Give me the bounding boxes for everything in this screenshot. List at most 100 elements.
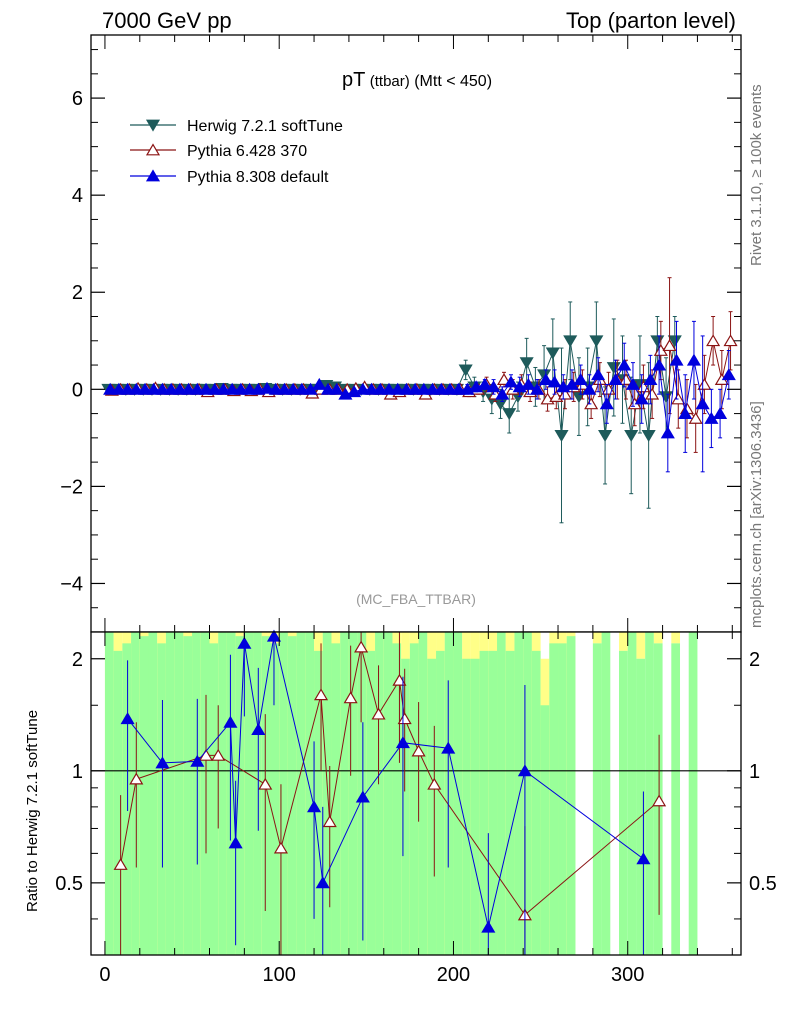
header-right-label: Top (parton level)	[566, 8, 736, 33]
y-tick-label: 0	[72, 379, 83, 401]
uncertainty-band-green	[497, 632, 506, 955]
data-point-pythia8	[503, 375, 519, 388]
uncertainty-band-yellow	[636, 632, 646, 659]
uncertainty-band-green	[209, 643, 219, 955]
data-point-pythia8	[233, 382, 248, 395]
uncertainty-band-green	[322, 632, 332, 955]
data-point-pythia8	[686, 353, 701, 366]
data-point-pythia8	[617, 358, 632, 371]
data-point-pythia8	[355, 382, 370, 395]
series-pythia8	[103, 320, 736, 473]
ratio-point-pythia6	[313, 688, 329, 701]
legend-label-herwig: Herwig 7.2.1 softTune	[187, 118, 343, 135]
data-point-pythia8	[129, 382, 144, 395]
ratio-panel-axes: 0.5 0.5 1 1 2 2 0 100 200 300	[55, 631, 777, 986]
uncertainty-band-green	[531, 650, 541, 955]
data-point-pythia8	[225, 382, 240, 395]
main-panel-axes: −4 −2 0 2 4 6	[60, 34, 742, 633]
ratio-point-pythia8	[266, 629, 282, 642]
data-point-pythia8	[181, 382, 196, 395]
data-point-pythia8	[451, 382, 466, 395]
ratio-point-pythia6	[113, 857, 128, 870]
ratio-point-pythia8	[155, 756, 170, 769]
uncertainty-band-green	[488, 650, 498, 955]
data-point-pythia8	[137, 382, 153, 395]
data-point-pythia8	[399, 382, 414, 395]
ratio-point-pythia8	[223, 715, 238, 728]
ratio-y-tick-label: 0.5	[55, 873, 83, 895]
uncertainty-band-green	[296, 632, 306, 955]
uncertainty-band-green	[192, 632, 201, 955]
ratio-point-pythia8	[315, 876, 330, 889]
data-point-herwig	[641, 430, 656, 443]
ratio-y-tick-label: 1	[72, 761, 83, 783]
ratio-point-pythia8	[395, 736, 410, 749]
uncertainty-band-green	[601, 632, 611, 955]
ratio-point-pythia6	[258, 777, 273, 790]
mcplots-label: mcplots.cern.ch [arXiv:1306.3436]	[748, 401, 765, 628]
uncertainty-band-yellow	[592, 632, 602, 644]
data-point-pythia8	[242, 382, 257, 395]
uncertainty-band-green	[244, 632, 254, 955]
uncertainty-band-green	[592, 643, 602, 955]
data-point-pythia8	[713, 407, 728, 419]
data-point-pythia8	[530, 382, 545, 395]
uncertainty-band-yellow	[653, 632, 663, 644]
data-point-pythia8	[573, 373, 588, 386]
data-point-pythia8	[216, 382, 231, 395]
data-point-pythia8	[477, 377, 492, 390]
data-point-pythia8	[652, 358, 667, 371]
uncertainty-band-green	[253, 632, 262, 955]
data-point-pythia8	[425, 382, 440, 395]
uncertainty-band-green	[348, 632, 358, 955]
data-point-pythia6	[645, 387, 660, 400]
uncertainty-band-green	[375, 632, 384, 955]
data-point-pythia8	[286, 382, 301, 395]
main-panel	[91, 35, 741, 632]
data-point-pythia8	[591, 368, 606, 381]
uncertainty-band-green	[270, 643, 280, 955]
ratio-point-pythia8	[190, 754, 205, 767]
ratio-point-pythia6	[343, 691, 358, 704]
y-tick-label: 6	[72, 88, 83, 110]
uncertainty-band-green	[383, 632, 393, 955]
uncertainty-band-green	[340, 632, 349, 955]
header-left-label: 7000 GeV pp	[102, 8, 232, 33]
ratio-point-pythia8	[355, 790, 370, 803]
data-point-pythia8	[390, 382, 405, 395]
ratio-point-pythia6	[273, 841, 288, 854]
ratio-y-tick-label-right: 2	[749, 649, 760, 671]
uncertainty-band-green	[688, 632, 698, 955]
x-tick-label: 0	[99, 964, 110, 986]
ratio-panel-series	[113, 629, 667, 955]
data-point-pythia8	[608, 373, 623, 386]
data-point-pythia8	[625, 377, 641, 390]
legend: Herwig 7.2.1 softTune Pythia 6.428 370 P…	[130, 118, 343, 186]
data-point-pythia8	[634, 392, 649, 405]
data-point-herwig	[554, 430, 569, 443]
ratio-line-pythia8	[127, 636, 644, 928]
data-point-pythia6	[688, 411, 703, 424]
data-point-pythia8	[259, 381, 275, 394]
uncertainty-band-green	[122, 643, 132, 955]
uncertainty-band-green	[566, 636, 576, 955]
data-point-pythia8	[155, 382, 170, 395]
data-point-herwig	[563, 335, 578, 348]
data-point-pythia8	[207, 382, 222, 395]
uncertainty-band-green	[645, 632, 654, 955]
uncertainty-band-green	[279, 632, 288, 955]
data-point-pythia8	[268, 382, 283, 395]
legend-label-pythia6: Pythia 6.428 370	[187, 143, 307, 160]
uncertainty-band-green	[235, 636, 245, 955]
data-point-herwig	[458, 364, 473, 377]
uncertainty-band-green	[261, 636, 271, 955]
uncertainty-band-green	[479, 650, 489, 955]
plot-title: pT (ttbar) (Mtt < 450)	[342, 69, 492, 91]
data-point-herwig	[667, 335, 682, 348]
ratio-point-pythia8	[120, 712, 135, 725]
plot-title-sub: (ttbar)	[370, 73, 410, 90]
ratio-point-pythia6	[652, 794, 667, 807]
uncertainty-band-green	[157, 643, 166, 955]
uncertainty-band-green	[444, 632, 454, 955]
ratio-point-pythia8	[441, 741, 456, 754]
